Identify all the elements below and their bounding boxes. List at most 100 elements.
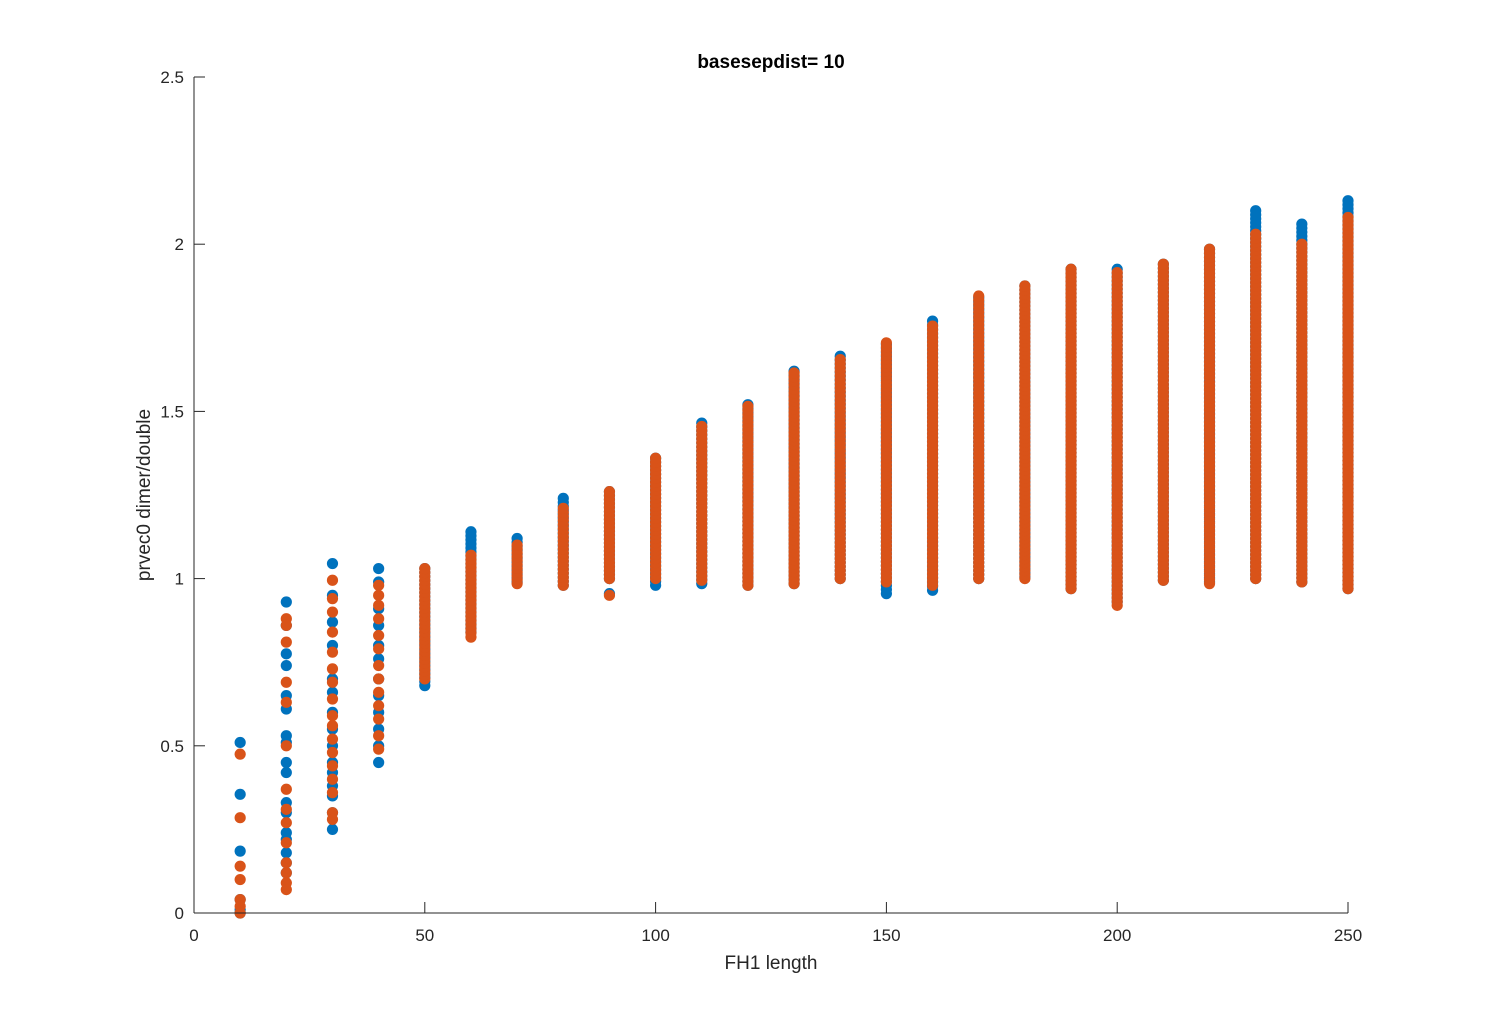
data-point: [326, 787, 339, 799]
data-point: [280, 619, 292, 632]
x-tick-label: 0: [189, 926, 198, 945]
data-point: [1203, 243, 1216, 255]
data-point: [650, 452, 662, 464]
data-point: [280, 676, 292, 688]
data-point: [280, 659, 292, 672]
data-point: [280, 648, 292, 660]
data-point: [373, 613, 385, 625]
data-point: [326, 616, 339, 628]
data-point: [1157, 258, 1169, 270]
chart-title: basesepdist= 10: [697, 52, 844, 73]
data-point: [280, 636, 292, 648]
y-tick-label: 1.5: [160, 402, 184, 421]
data-point: [280, 883, 292, 896]
data-point: [326, 676, 339, 688]
data-point: [280, 817, 292, 829]
data-point: [326, 746, 339, 759]
data-point: [373, 756, 385, 769]
y-tick-label: 2: [175, 235, 184, 254]
data-point: [326, 606, 339, 618]
data-point: [1250, 228, 1262, 240]
data-point: [1111, 267, 1123, 279]
data-point: [511, 539, 523, 551]
data-point: [373, 643, 385, 655]
data-point: [1342, 195, 1354, 207]
data-point: [465, 526, 477, 538]
data-point: [373, 730, 385, 742]
data-point: [926, 320, 939, 332]
data-point: [280, 803, 292, 815]
data-point: [603, 486, 616, 498]
data-point: [280, 766, 292, 779]
data-point: [696, 420, 708, 433]
data-point: [280, 756, 292, 769]
data-point: [742, 400, 754, 412]
data-point: [373, 713, 385, 725]
x-tick-label: 100: [641, 926, 669, 945]
y-axis-ticks: 0 0.5 1 1.5 2 2.5: [160, 68, 205, 923]
data-point: [373, 659, 385, 672]
data-point: [326, 733, 339, 745]
data-point: [326, 593, 339, 605]
data-point: [326, 710, 339, 722]
data-point: [280, 740, 292, 752]
data-point: [603, 589, 616, 601]
x-axis-ticks: 0 50 100 150 200 250: [189, 902, 1362, 945]
x-tick-label: 50: [415, 926, 434, 945]
data-point: [234, 812, 246, 824]
data-point: [373, 599, 385, 611]
data-point: [373, 562, 385, 575]
data-point: [1296, 238, 1308, 250]
y-axis-title: prvec0 dimer/double: [134, 409, 155, 581]
data-point: [280, 857, 292, 869]
data-point: [373, 589, 385, 601]
data-points: [234, 195, 1354, 919]
data-point: [373, 629, 385, 642]
data-point: [973, 290, 985, 302]
y-tick-label: 0.5: [160, 737, 184, 756]
data-point: [326, 646, 339, 658]
data-point: [326, 823, 339, 836]
data-point: [373, 579, 385, 591]
data-point: [1342, 211, 1354, 224]
y-tick-label: 0: [175, 904, 184, 923]
data-point: [326, 693, 339, 705]
data-point: [326, 663, 339, 675]
data-point: [326, 773, 339, 785]
data-point: [280, 867, 292, 879]
data-point: [419, 562, 431, 575]
data-point: [234, 860, 246, 872]
data-point: [834, 353, 846, 366]
x-tick-label: 200: [1103, 926, 1131, 945]
data-point: [234, 748, 246, 760]
x-axis-title: FH1 length: [725, 953, 818, 974]
y-tick-label: 1: [175, 570, 184, 589]
data-point: [880, 337, 893, 349]
plot-area: [194, 77, 1348, 913]
data-point: [326, 760, 339, 772]
data-point: [234, 873, 246, 886]
data-point: [373, 700, 385, 712]
data-point: [326, 813, 339, 825]
data-point: [1296, 218, 1308, 230]
data-point: [373, 673, 385, 685]
data-point: [326, 720, 339, 732]
data-point: [280, 596, 292, 608]
y-tick-label: 2.5: [160, 68, 184, 87]
data-point: [280, 837, 292, 849]
data-point: [280, 783, 292, 795]
data-point: [557, 502, 569, 514]
data-point: [1065, 263, 1077, 275]
data-point: [280, 847, 292, 859]
x-tick-label: 150: [872, 926, 900, 945]
axes: [193, 77, 1348, 914]
data-point: [1250, 205, 1262, 217]
data-point: [788, 367, 800, 379]
data-point: [326, 557, 339, 570]
data-point: [373, 686, 385, 698]
data-point: [234, 736, 246, 749]
data-point: [234, 845, 246, 857]
data-point: [326, 574, 339, 586]
data-point: [1019, 280, 1031, 292]
